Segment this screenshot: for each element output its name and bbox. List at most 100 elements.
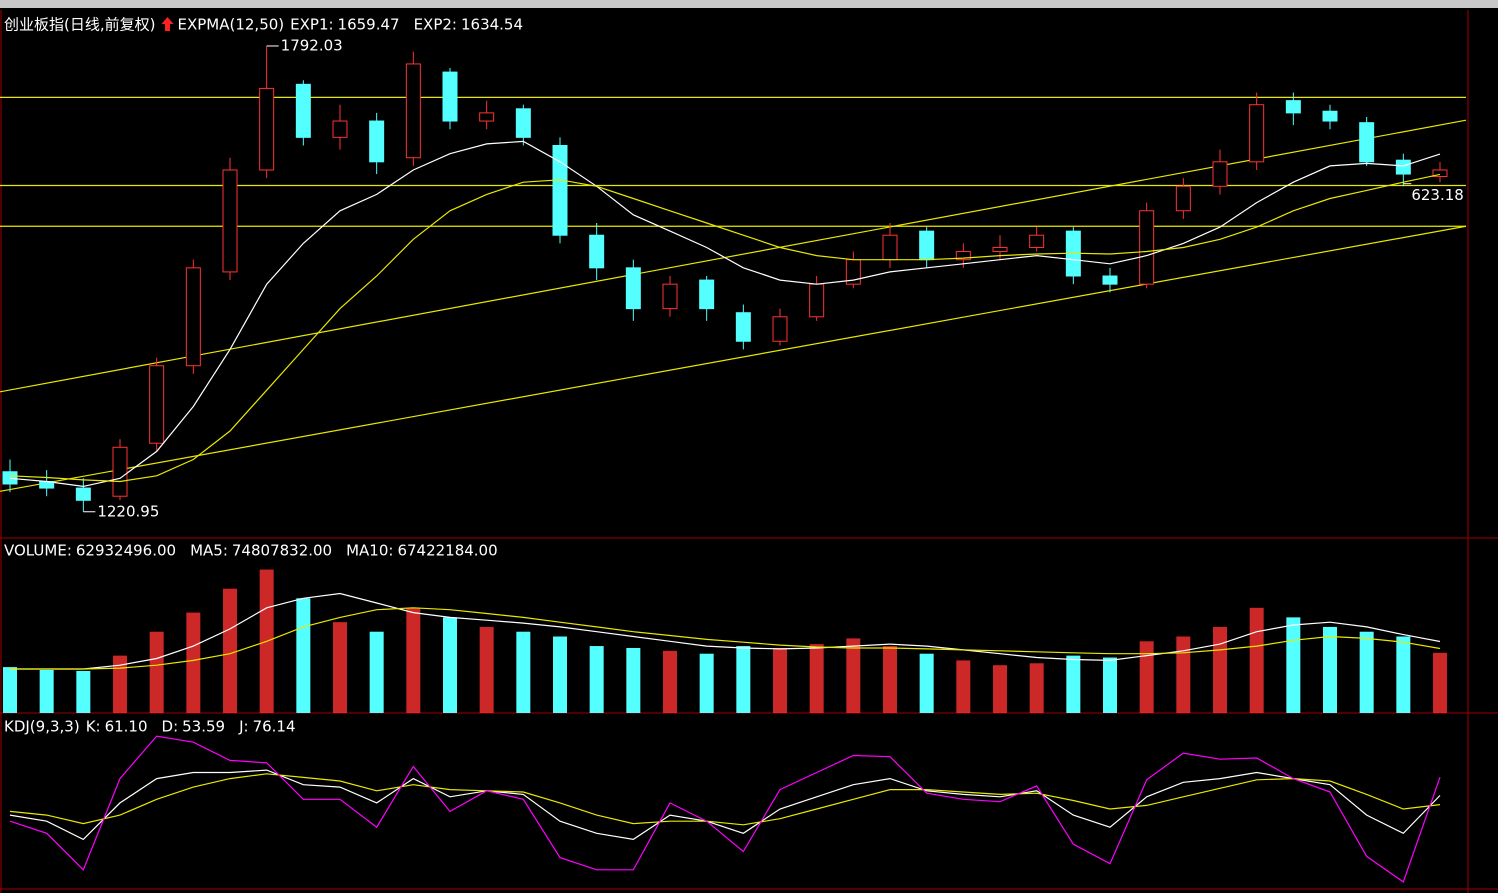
legend-text: 创业板指(日线,前复权): [4, 16, 155, 34]
legend-text: D:: [162, 718, 179, 736]
indicator-line: [10, 607, 1441, 670]
volume-bar: [479, 626, 494, 713]
legend-text: J:: [238, 718, 248, 736]
legend-text: VOLUME:: [4, 542, 72, 560]
legend-text: 61.10: [105, 718, 148, 736]
candle-body: [809, 283, 825, 318]
legend-text: 1634.54: [461, 16, 523, 34]
legend-text: MA5:: [190, 542, 228, 560]
volume-bar: [186, 612, 201, 713]
volume-bar: [993, 665, 1007, 713]
candle-body: [2, 471, 18, 485]
high-label: 1792.03: [281, 36, 343, 54]
candle-body: [405, 63, 421, 159]
volume-bar: [846, 638, 861, 713]
candle-body: [1175, 185, 1191, 212]
candle-body: [479, 112, 495, 122]
volume-bar: [1029, 663, 1044, 713]
candle-body: [625, 267, 641, 310]
arrow-icon: [161, 17, 174, 31]
candle-body: [552, 145, 568, 236]
volume-bar: [3, 667, 17, 713]
indicator-line: [9, 173, 1441, 483]
candle-body: [1285, 100, 1301, 114]
volume-bar: [773, 647, 787, 713]
candle-body: [442, 71, 458, 122]
indicator-line: [9, 769, 1441, 841]
candle-body: [1322, 110, 1338, 122]
volume-bar: [1286, 617, 1301, 713]
indicator-line: [9, 735, 1441, 883]
candle-body: [919, 230, 935, 261]
volume-bar: [1213, 626, 1227, 713]
volume-bar: [1433, 652, 1447, 713]
volume-bar: [149, 631, 164, 713]
legend-text: 1659.47: [338, 16, 400, 34]
legend-text: KDJ(9,3,3): [4, 718, 80, 736]
candle-body: [1212, 161, 1228, 187]
legend-text: 74807832.00: [232, 542, 332, 560]
candle-body: [882, 234, 898, 261]
volume-bar: [1359, 631, 1374, 713]
volume-bar: [1139, 641, 1154, 713]
volume-bar: [1066, 655, 1081, 713]
volume-bar: [39, 669, 54, 713]
candle-body: [332, 120, 348, 138]
volume-bar: [663, 650, 677, 713]
annotation-label: 623.18: [1411, 186, 1464, 204]
candle-body: [259, 87, 275, 171]
legend-text: 53.59: [182, 718, 225, 736]
volume-bar: [369, 631, 384, 713]
candle-body: [1139, 210, 1155, 285]
legend-text: EXP2:: [414, 16, 457, 34]
volume-bar: [443, 617, 457, 713]
legend-text: MA10:: [346, 542, 393, 560]
candle-body: [149, 365, 165, 444]
legend-text: K:: [86, 718, 101, 736]
volume-bar: [736, 646, 751, 713]
volume-bar: [883, 646, 897, 713]
volume-bar: [626, 647, 641, 713]
volume-bar: [589, 646, 604, 713]
legend-text: EXPMA(12,50): [177, 16, 284, 34]
menu-strip: [0, 0, 1498, 8]
legend-text: 76.14: [253, 718, 296, 736]
candle-body: [1432, 169, 1448, 177]
candle-body: [185, 267, 201, 367]
volume-bar: [956, 660, 971, 713]
candle-body: [589, 234, 605, 269]
volume-bar: [516, 631, 531, 713]
volume-bar: [919, 653, 934, 713]
indicator-line: [10, 592, 1441, 670]
volume-bar: [1323, 626, 1337, 713]
legend-text: 67422184.00: [397, 542, 497, 560]
volume-bar: [699, 653, 714, 713]
candle-body: [112, 446, 128, 497]
candle-body: [1029, 234, 1045, 248]
candle-body: [1102, 275, 1118, 285]
candle-body: [1249, 104, 1265, 163]
indicator-line: [9, 773, 1441, 826]
trend-line: [0, 225, 1467, 492]
low-label: 1220.95: [97, 502, 159, 520]
candle-body: [772, 316, 788, 342]
volume-bar: [1103, 657, 1117, 713]
volume-bar: [553, 636, 567, 713]
volume-bar: [1249, 607, 1264, 713]
candle-body: [1359, 122, 1375, 163]
legend-text: EXP1:: [290, 16, 333, 34]
volume-bar: [1176, 636, 1191, 713]
legend-text: 62932496.00: [76, 542, 176, 560]
candle-body: [662, 283, 678, 310]
volume-bar: [76, 670, 91, 713]
volume-bar: [1396, 636, 1411, 713]
volume-bar: [113, 655, 127, 713]
indicator-line: [9, 140, 1441, 488]
volume-bar: [296, 598, 311, 713]
volume-bar: [223, 588, 237, 713]
volume-bar: [333, 622, 347, 713]
candle-body: [295, 83, 311, 138]
volume-bar: [809, 644, 824, 713]
